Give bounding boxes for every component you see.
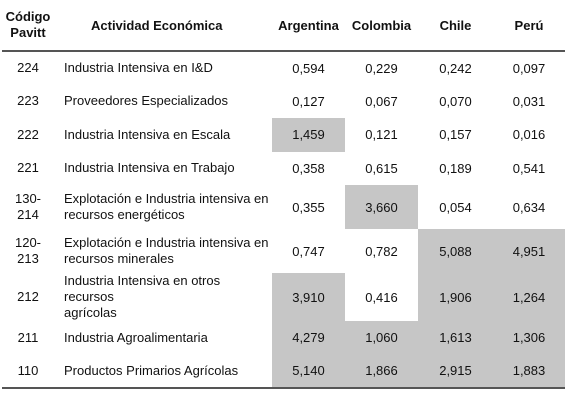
cell-value-peru: 0,541 — [512, 160, 546, 176]
cell-value-colombia: 1,866 — [345, 354, 418, 389]
cell-value-chile: 0,070 — [439, 93, 472, 109]
cell-code-line: 212 — [17, 289, 39, 304]
cell-value-colombia: 0,121 — [365, 127, 398, 143]
table-body: 224 Industria Intensiva en I&D 0,594 0,229 0… — [2, 51, 565, 389]
table-row: 110 Productos Primarios Agrícolas 5,140 1,8… — [2, 354, 565, 389]
header-activity: Actividad Económica — [54, 0, 272, 52]
cell-value-chile: 1,906 — [418, 273, 493, 321]
cell-code: 221 — [2, 152, 54, 186]
cell-value-peru: 0,016 — [512, 127, 546, 143]
header-code-line: Pavitt — [10, 25, 46, 40]
cell-value-chile: 0,189 — [439, 160, 472, 176]
cell-code-line: 130- — [14, 191, 42, 206]
cell-activity-line: Industria Intensiva en Trabajo — [64, 160, 235, 176]
header-argentina: Argentina — [272, 0, 345, 52]
cell-activity: Industria Intensiva en Trabajo — [54, 152, 272, 186]
table-row: 211 Industria Agroalimentaria 4,279 1,060 1,… — [2, 321, 565, 355]
cell-code-line: 222 — [17, 126, 39, 142]
cell-code-line: 214 — [17, 207, 39, 222]
cell-value-colombia: 0,615 — [365, 160, 398, 176]
table-row: 120- 213 Explotación e Industria intensiva… — [2, 229, 565, 273]
cell-code-line: 211 — [17, 329, 39, 345]
cell-code: 224 — [2, 51, 54, 85]
cell-activity-line: recursos minerales — [64, 251, 174, 266]
cell-value-colombia: 0,416 — [365, 289, 398, 305]
cell-value-argentina: 0,747 — [292, 243, 325, 259]
cell-activity-line: Explotación e Industria intensiva en — [64, 191, 269, 206]
cell-value-colombia: 0,067 — [365, 93, 398, 109]
cell-activity: Explotación e Industria intensiva en recu… — [54, 229, 272, 273]
cell-value-chile: 0,054 — [439, 199, 472, 215]
cell-activity-line: Explotación e Industria intensiva en — [64, 235, 269, 250]
cell-activity: Industria Agroalimentaria — [54, 321, 272, 355]
cell-code: 223 — [2, 85, 54, 119]
cell-activity: Industria Intensiva en I&D — [54, 51, 272, 85]
cell-activity-line: Proveedores Especializados — [64, 93, 229, 109]
cell-value-peru: 0,634 — [512, 199, 546, 215]
cell-activity: Explotación e Industria intensiva en recu… — [54, 185, 272, 229]
cell-code: 110 — [2, 354, 54, 389]
cell-value-peru: 1,306 — [493, 321, 565, 355]
table-row: 212 Industria Intensiva en otros recursos… — [2, 273, 565, 321]
cell-value-chile: 0,157 — [439, 127, 472, 143]
cell-code-line: 213 — [17, 251, 39, 266]
cell-value-argentina: 0,355 — [292, 199, 325, 215]
table-row: 223 Proveedores Especializados 0,127 0,067 0… — [2, 85, 565, 119]
table-row: 224 Industria Intensiva en I&D 0,594 0,229 0… — [2, 51, 565, 85]
cell-activity: Industria Intensiva en Escala — [54, 118, 272, 152]
cell-code: 120- 213 — [2, 229, 54, 273]
cell-value-peru: 4,951 — [493, 229, 565, 273]
header-colombia: Colombia — [345, 0, 418, 52]
cell-value-peru: 1,883 — [493, 354, 565, 389]
cell-activity: Proveedores Especializados — [54, 85, 272, 119]
cell-value-argentina: 4,279 — [272, 321, 345, 355]
cell-value-peru: 0,097 — [512, 60, 546, 76]
table-row: 130- 214 Explotación e Industria intensiva… — [2, 185, 565, 229]
cell-value-chile: 5,088 — [418, 229, 493, 273]
cell-activity: Industria Intensiva en otros recursos agr… — [54, 273, 272, 321]
cell-value-argentina: 1,459 — [272, 118, 345, 152]
cell-value-peru: 0,031 — [512, 93, 546, 109]
cell-value-argentina: 0,594 — [292, 60, 325, 76]
cell-code: 222 — [2, 118, 54, 152]
cell-value-colombia: 0,229 — [365, 60, 398, 76]
cell-value-argentina: 3,910 — [272, 273, 345, 321]
cell-code-line: 110 — [17, 362, 39, 378]
cell-code-line: 224 — [17, 60, 39, 76]
cell-activity-line: Industria Intensiva en otros recursos — [64, 273, 221, 304]
header-chile: Chile — [418, 0, 493, 52]
header-peru: Perú — [493, 0, 565, 52]
cell-value-argentina: 5,140 — [272, 354, 345, 389]
cell-code: 130- 214 — [2, 185, 54, 229]
header-code: Código Pavitt — [2, 0, 54, 52]
cell-value-argentina: 0,358 — [292, 160, 325, 176]
cell-value-chile: 1,613 — [418, 321, 493, 355]
header-row: Código Pavitt Actividad Económica Argent… — [2, 0, 565, 52]
cell-value-chile: 2,915 — [418, 354, 493, 389]
table-row: 222 Industria Intensiva en Escala 1,459 0,1… — [2, 118, 565, 152]
cell-value-colombia: 3,660 — [345, 185, 418, 229]
header-code-line: Código — [5, 9, 51, 24]
cell-code-line: 120- — [14, 235, 42, 250]
cell-activity-line: recursos energéticos — [64, 207, 185, 222]
cell-value-peru: 1,264 — [493, 273, 565, 321]
table-row: 221 Industria Intensiva en Trabajo 0,358 0,… — [2, 152, 565, 186]
cell-code-line: 223 — [17, 93, 39, 109]
cell-activity-line: Industria Intensiva en Escala — [64, 126, 231, 142]
cell-value-chile: 0,242 — [439, 60, 472, 76]
pavitt-table: Código Pavitt Actividad Económica Argent… — [2, 0, 565, 389]
cell-code: 211 — [2, 321, 54, 355]
cell-activity-line: Industria Intensiva en I&D — [64, 60, 213, 76]
cell-code: 212 — [2, 273, 54, 321]
cell-value-argentina: 0,127 — [292, 93, 325, 109]
cell-activity-line: agrícolas — [64, 305, 117, 320]
cell-value-colombia: 1,060 — [345, 321, 418, 355]
cell-activity-line: Productos Primarios Agrícolas — [64, 362, 239, 378]
cell-activity: Productos Primarios Agrícolas — [54, 354, 272, 389]
cell-code-line: 221 — [17, 160, 39, 176]
cell-value-colombia: 0,782 — [365, 243, 398, 259]
cell-activity-line: Industria Agroalimentaria — [64, 329, 208, 345]
